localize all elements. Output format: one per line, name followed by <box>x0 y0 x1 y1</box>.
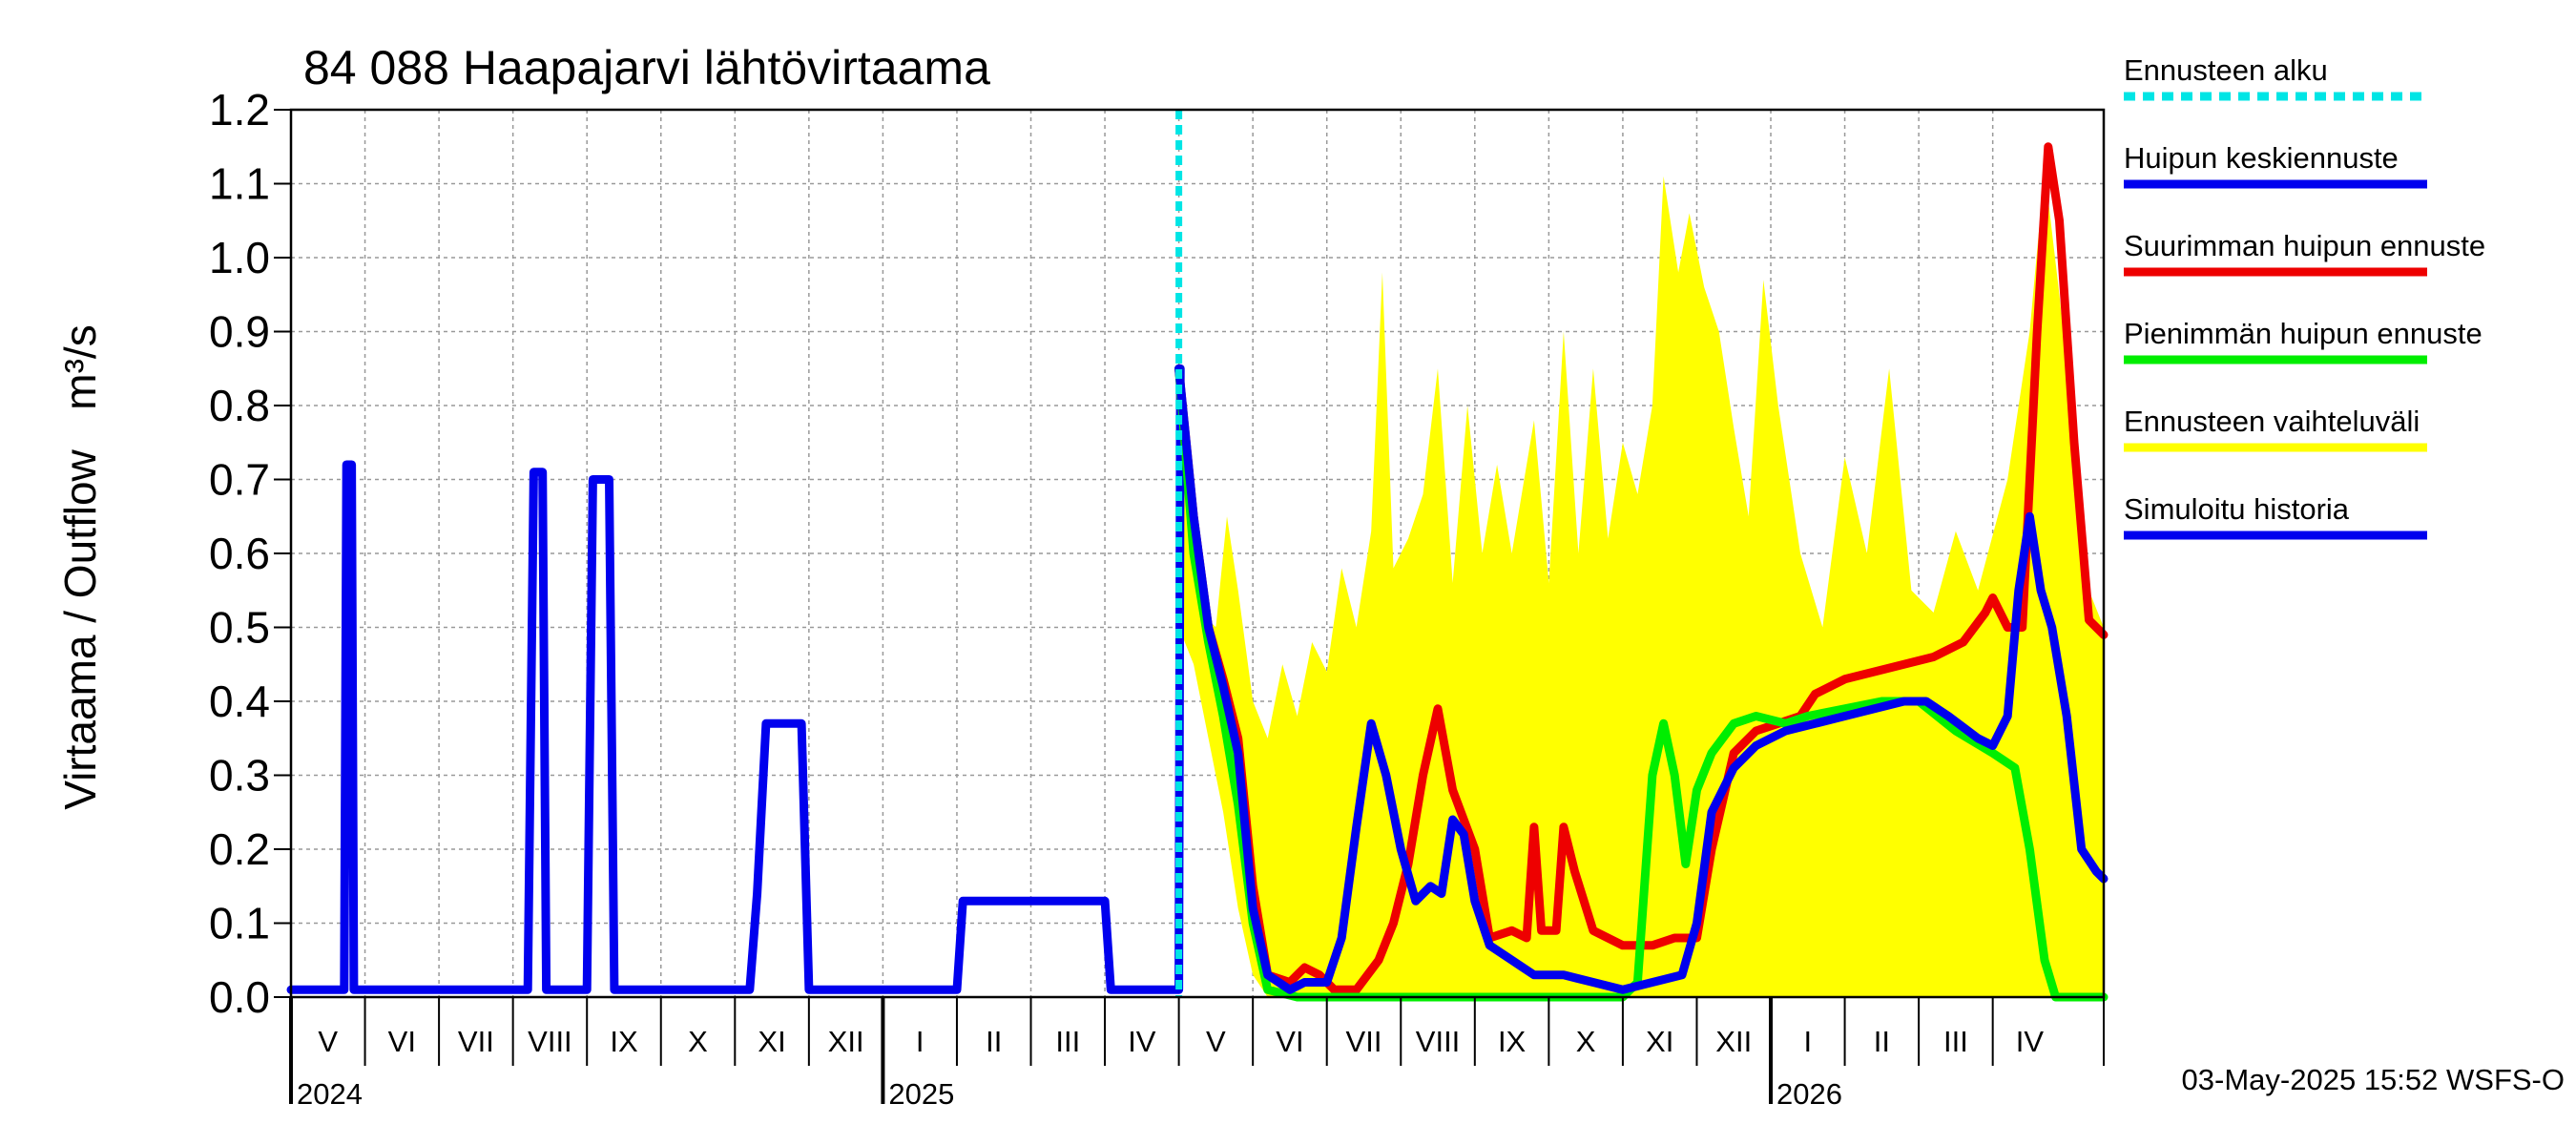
x-month-label: III <box>1943 1025 1968 1058</box>
series-line-simuloitu-historia <box>286 364 1185 994</box>
x-month-label: XI <box>758 1025 785 1058</box>
x-month-label: IV <box>2016 1025 2045 1058</box>
x-month-label: IX <box>610 1025 638 1058</box>
forecast-range-band <box>1178 169 2104 997</box>
legend-label: Ennusteen vaihteluväli <box>2124 405 2420 438</box>
x-month-label: V <box>318 1025 338 1058</box>
footer-timestamp: 03-May-2025 15:52 WSFS-O <box>2182 1063 2565 1096</box>
band-polygon <box>1178 169 2104 997</box>
x-month-label: XII <box>1715 1025 1752 1058</box>
y-tick-label: 0.8 <box>209 381 270 430</box>
y-axis-unit: m³/s <box>55 324 105 409</box>
y-tick-label: 0.6 <box>209 529 270 578</box>
x-month-label: IX <box>1498 1025 1527 1058</box>
y-axis-label: Virtaama / Outflow <box>55 448 105 809</box>
y-tick-label: 0.7 <box>209 455 270 505</box>
x-month-label: II <box>1874 1025 1890 1058</box>
x-month-label: III <box>1055 1025 1080 1058</box>
x-month-label: VII <box>1346 1025 1382 1058</box>
x-month-label: I <box>1803 1025 1812 1058</box>
y-tick-label: 0.2 <box>209 824 270 874</box>
x-month-label: X <box>688 1025 708 1058</box>
x-month-label: VIII <box>528 1025 572 1058</box>
x-month-label: I <box>916 1025 924 1058</box>
y-tick-label: 0.3 <box>209 751 270 801</box>
x-year-label: 2025 <box>888 1077 954 1111</box>
x-month-label: X <box>1576 1025 1596 1058</box>
axes: 0.0 0.1 0.2 0.3 0.4 0.5 0.6 0.7 0.8 0.9 1.0 1.1 1.2 V… <box>209 85 2106 1111</box>
y-tick-label: 1.0 <box>209 233 270 282</box>
x-month-label: IV <box>1128 1025 1156 1058</box>
series-line-huipun-keskiennuste <box>1174 364 2109 994</box>
x-month-label: VIII <box>1416 1025 1461 1058</box>
x-month-label: V <box>1206 1025 1226 1058</box>
series-line-suurimman-huipun-ennuste <box>1174 142 2109 994</box>
x-month-label: VI <box>1276 1025 1303 1058</box>
x-month-label: XI <box>1646 1025 1673 1058</box>
x-year-label: 2024 <box>297 1077 363 1111</box>
legend-label: Huipun keskiennuste <box>2124 141 2399 175</box>
legend-label: Ennusteen alku <box>2124 53 2328 87</box>
y-tick-label: 0.5 <box>209 603 270 653</box>
x-month-label: VII <box>458 1025 494 1058</box>
y-tick-label: 1.2 <box>209 85 270 135</box>
chart-title: 84 088 Haapajarvi lähtövirtaama <box>303 41 990 94</box>
y-tick-label: 0.4 <box>209 677 270 726</box>
x-month-label: XII <box>828 1025 864 1058</box>
y-tick-label: 0.9 <box>209 307 270 357</box>
x-year-label: 2026 <box>1776 1077 1842 1111</box>
y-tick-label: 1.1 <box>209 159 270 209</box>
y-tick-label: 0.0 <box>209 972 270 1022</box>
legend-label: Suurimman huipun ennuste <box>2124 229 2485 262</box>
legend-label: Simuloitu historia <box>2124 492 2350 526</box>
y-tick-label: 0.1 <box>209 899 270 948</box>
plot-frame <box>289 108 2106 999</box>
x-month-label: II <box>986 1025 1002 1058</box>
series-layer <box>286 110 2109 1002</box>
x-month-label: VI <box>388 1025 416 1058</box>
legend-label: Pienimmän huipun ennuste <box>2124 317 2483 350</box>
legend: Ennusteen alku Huipun keskiennuste Suurimm… <box>2124 53 2485 540</box>
